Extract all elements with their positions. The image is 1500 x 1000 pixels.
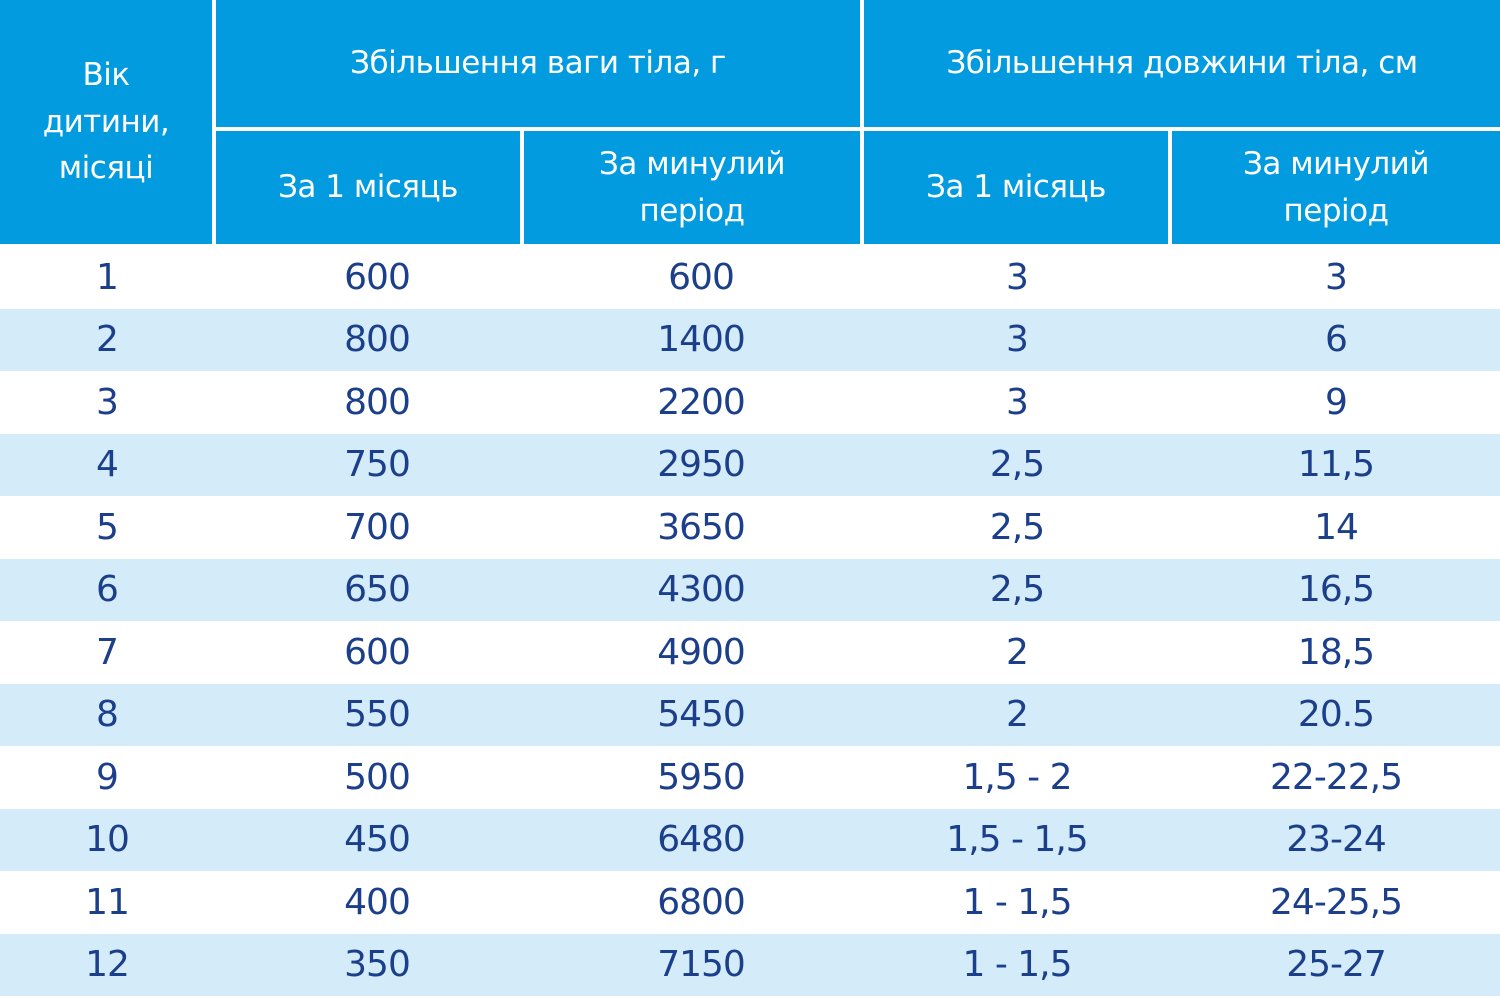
table-cell: 3	[1006, 256, 1029, 298]
table-cell: 4	[96, 444, 119, 486]
table-cell: 550	[344, 694, 411, 736]
table-cell: 4300	[657, 569, 746, 611]
table-cell: 3650	[657, 506, 746, 548]
table-row: 2 800 1400 3 6	[0, 308, 1500, 371]
table-cell: 1 - 1,5	[962, 944, 1072, 986]
table-cell: 12	[85, 944, 130, 986]
table-row: 5 700 3650 2,5 14	[0, 496, 1500, 559]
table-cell: 400	[344, 881, 411, 923]
table-cell: 6	[96, 569, 119, 611]
table-cell: 1 - 1,5	[962, 881, 1072, 923]
table-cell: 450	[344, 819, 411, 861]
table-cell: 3	[1325, 256, 1348, 298]
table-cell: 3	[1006, 319, 1029, 361]
table-cell: 22-22,5	[1270, 756, 1403, 798]
table-cell: 20.5	[1297, 694, 1375, 736]
table-row: 8 550 5450 2 20.5	[0, 683, 1500, 746]
table-cell: 11,5	[1297, 444, 1375, 486]
table-cell: 3	[96, 381, 119, 423]
header-weight-per-month: За 1 місяць	[216, 131, 520, 244]
table-cell: 6800	[657, 881, 746, 923]
table-cell: 4900	[657, 631, 746, 673]
header-age: Вік дитини, місяці	[0, 0, 212, 244]
table-cell: 9	[1325, 381, 1348, 423]
table-cell: 5950	[657, 756, 746, 798]
table-row: 7 600 4900 2 18,5	[0, 621, 1500, 684]
table-cell: 7	[96, 631, 119, 673]
table-cell: 7150	[657, 944, 746, 986]
table-row: 10 450 6480 1,5 - 1,5 23-24	[0, 808, 1500, 871]
table-cell: 2950	[657, 444, 746, 486]
header-label: За минулий період	[1243, 146, 1429, 229]
table-cell: 24-25,5	[1270, 881, 1403, 923]
header-weight-group: Збільшення ваги тіла, г	[216, 0, 860, 127]
table-cell: 6	[1325, 319, 1348, 361]
table-cell: 1,5 - 1,5	[946, 819, 1088, 861]
table-cell: 1	[96, 256, 119, 298]
table-cell: 600	[344, 256, 411, 298]
table-row: 9 500 5950 1,5 - 2 22-22,5	[0, 746, 1500, 809]
table-cell: 2200	[657, 381, 746, 423]
header-weight-label: Збільшення ваги тіла, г	[350, 45, 726, 82]
table-cell: 600	[344, 631, 411, 673]
table-cell: 18,5	[1297, 631, 1375, 673]
table-cell: 11	[85, 881, 130, 923]
table-row: 12 350 7150 1 - 1,5 25-27	[0, 933, 1500, 996]
table-cell: 9	[96, 756, 119, 798]
table-row: 3 800 2200 3 9	[0, 371, 1500, 434]
table-cell: 16,5	[1297, 569, 1375, 611]
table-cell: 2,5	[989, 444, 1045, 486]
table-cell: 14	[1314, 506, 1359, 548]
table-cell: 10	[85, 819, 130, 861]
table-cell: 1,5 - 2	[962, 756, 1072, 798]
table-cell: 3	[1006, 381, 1029, 423]
table-cell: 2	[96, 319, 119, 361]
table-cell: 350	[344, 944, 411, 986]
table-cell: 2,5	[989, 569, 1045, 611]
table-cell: 2	[1006, 694, 1029, 736]
table-body: 1 600 600 3 3 2 800 1400 3 6 3 800 2200 3 9 4 750 2950 2,5…	[0, 246, 1500, 996]
table-cell: 750	[344, 444, 411, 486]
table-cell: 23-24	[1286, 819, 1387, 861]
table-cell: 800	[344, 319, 411, 361]
table-cell: 8	[96, 694, 119, 736]
table-row: 4 750 2950 2,5 11,5	[0, 433, 1500, 496]
table-cell: 1400	[657, 319, 746, 361]
table-cell: 800	[344, 381, 411, 423]
header-length-group: Збільшення довжини тіла, см	[864, 0, 1500, 127]
table-cell: 650	[344, 569, 411, 611]
table-cell: 600	[668, 256, 735, 298]
header-length-cumulative: За минулий період	[1172, 131, 1500, 244]
table-cell: 5450	[657, 694, 746, 736]
header-weight-cumulative: За минулий період	[524, 131, 860, 244]
header-label: За минулий період	[599, 146, 785, 229]
table-cell: 500	[344, 756, 411, 798]
header-label: За 1 місяць	[926, 169, 1106, 206]
table-cell: 6480	[657, 819, 746, 861]
table-cell: 5	[96, 506, 119, 548]
table-cell: 2,5	[989, 506, 1045, 548]
header-length-per-month: За 1 місяць	[864, 131, 1168, 244]
header-age-label: Вік дитини, місяці	[42, 57, 170, 187]
table-row: 6 650 4300 2,5 16,5	[0, 558, 1500, 621]
table-cell: 25-27	[1286, 944, 1387, 986]
table-cell: 2	[1006, 631, 1029, 673]
table-cell: 700	[344, 506, 411, 548]
table-row: 11 400 6800 1 - 1,5 24-25,5	[0, 871, 1500, 934]
header-label: За 1 місяць	[278, 169, 458, 206]
table-row: 1 600 600 3 3	[0, 246, 1500, 309]
header-length-label: Збільшення довжини тіла, см	[946, 45, 1418, 82]
